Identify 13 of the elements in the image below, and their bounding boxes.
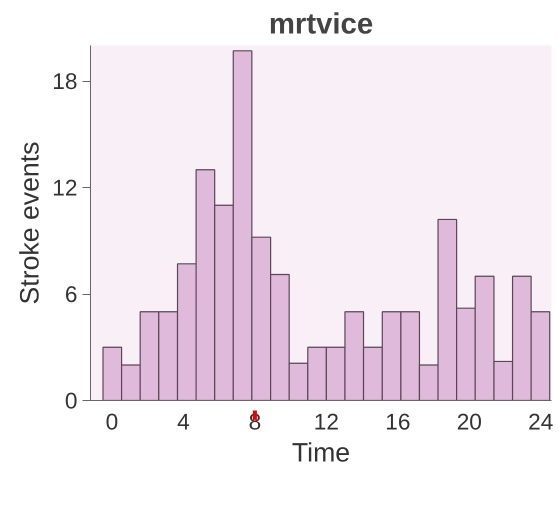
x-tick-label: 16: [385, 408, 410, 434]
x-tick-label: 24: [528, 408, 554, 434]
x-tick-label: 4: [177, 408, 190, 434]
chart-title: mrtvice: [268, 8, 374, 40]
x-tick-label: 20: [456, 408, 482, 434]
y-tick-label: 18: [52, 68, 78, 94]
x-tick-label: 0: [106, 408, 118, 434]
x-axis-title: Time: [292, 438, 350, 468]
y-axis-title: Stroke events: [14, 142, 44, 304]
y-tick-label: 6: [64, 281, 78, 307]
y-tick-label: 12: [52, 174, 78, 200]
y-tick-label: 0: [64, 388, 78, 414]
x-tick-label: 12: [314, 408, 339, 434]
